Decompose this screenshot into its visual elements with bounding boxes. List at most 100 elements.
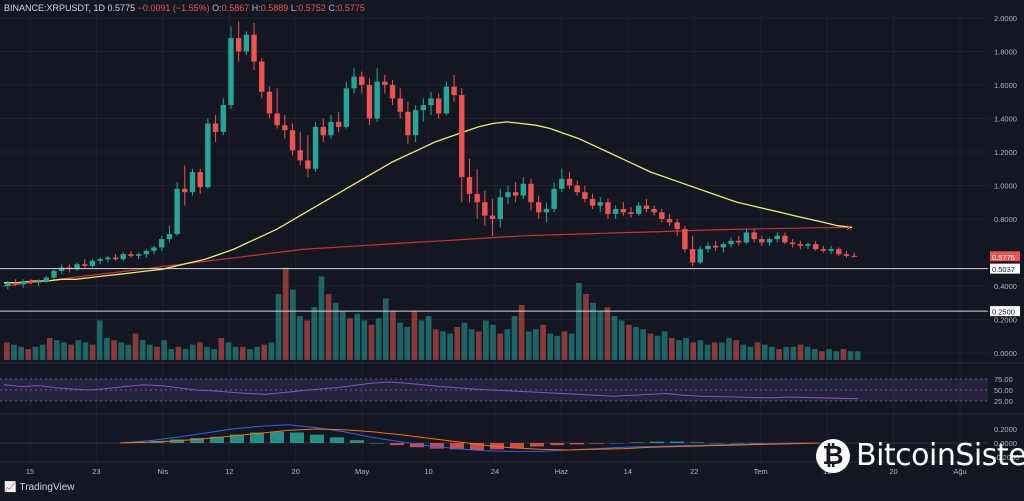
volume-bar (683, 338, 689, 360)
candle (35, 279, 42, 286)
volume-bar (147, 344, 153, 360)
volume-bar (182, 349, 189, 360)
volume-bar (211, 349, 217, 360)
candle (797, 240, 803, 250)
candle-body (566, 178, 573, 186)
time-tick: 14 (624, 467, 632, 476)
volume-bar (297, 316, 303, 360)
macd-hist-bar (290, 432, 304, 443)
high-label: H: (251, 3, 261, 13)
candle-body (836, 249, 842, 255)
price-tick: 1.2000 (994, 148, 1017, 157)
candle (805, 242, 811, 250)
candle (82, 259, 88, 268)
candle-body (851, 255, 857, 257)
volume-bar (18, 346, 24, 360)
volume-bar (490, 324, 496, 360)
candle (105, 255, 111, 263)
volume-bar (533, 329, 539, 360)
volume-bar (268, 342, 275, 360)
volume-bar (68, 344, 74, 360)
candle-body (82, 264, 88, 266)
tradingview-brand[interactable]: 📈 TradingView (4, 482, 74, 493)
volume-bar (32, 346, 39, 360)
candle-body (328, 121, 334, 136)
candle-body (705, 245, 711, 250)
volume-bar (118, 342, 125, 360)
volume-bar (747, 346, 754, 360)
candle-body (759, 239, 765, 243)
volume-bar (25, 349, 32, 360)
volume-bar (804, 346, 811, 360)
candle (482, 190, 488, 226)
volume-bar (661, 331, 668, 360)
volume-bar (418, 320, 425, 360)
candle-body (305, 160, 311, 169)
open-label: O: (212, 3, 222, 13)
candle-body (397, 98, 403, 112)
macd-hist-bar (190, 438, 204, 443)
candle-body (428, 98, 434, 106)
candle (589, 193, 596, 209)
volume-bar (433, 329, 439, 360)
candle (220, 98, 226, 136)
candle-body (682, 229, 688, 250)
candle (97, 257, 103, 265)
macd-hist-bar (550, 443, 564, 446)
volume-bar (604, 307, 611, 360)
candle (528, 178, 534, 211)
open-value: 0.5867 (221, 3, 250, 13)
macd-hist-bar (590, 443, 604, 444)
macd-hist-bar (450, 443, 464, 450)
candle-body (212, 123, 219, 132)
volume-bar (640, 329, 646, 360)
candle-body (628, 212, 634, 214)
sma-fast-line (4, 121, 853, 284)
candle (612, 205, 619, 219)
time-tick: 15 (26, 467, 34, 476)
candle-body (151, 247, 157, 251)
price-tag-label: 0.5775 (992, 253, 1015, 262)
volume-bar (518, 305, 525, 360)
candle-body (143, 250, 150, 255)
candle (128, 250, 134, 258)
candle-body (297, 150, 303, 161)
macd-line (119, 424, 820, 452)
candle-body (35, 280, 42, 283)
candle (705, 242, 711, 253)
candle-body (828, 249, 834, 251)
symbol-label[interactable]: BINANCE:XRPUSDT, 1D (4, 3, 106, 13)
candle (851, 252, 857, 258)
candle (451, 74, 457, 102)
volume-bar (811, 349, 818, 360)
macd-hist-bar (610, 443, 624, 444)
candle-body (412, 110, 419, 136)
macd-hist-bar (250, 432, 264, 443)
candle-body (820, 249, 827, 251)
macd-hist-bar (390, 443, 404, 446)
volume-bar (404, 327, 411, 360)
candle-body (712, 245, 719, 248)
candle (443, 81, 450, 116)
candle-body (220, 105, 226, 132)
candle (335, 111, 342, 132)
volume-bar (690, 342, 697, 360)
volume-bar (54, 340, 60, 360)
candle-body (497, 197, 503, 219)
candle-body (335, 121, 342, 127)
price-tick: 2.0000 (994, 14, 1017, 23)
candle (582, 185, 588, 203)
time-tick: 10 (424, 467, 432, 476)
volume-bar (290, 289, 296, 360)
rsi-line (3, 381, 859, 400)
candle (189, 168, 196, 196)
rsi-pane (3, 381, 859, 400)
candle (782, 232, 788, 245)
price-tag (990, 251, 1020, 262)
macd-hist-bar (690, 442, 704, 443)
volume-bar (618, 320, 625, 360)
volume-bar (4, 342, 10, 360)
volume-bar (540, 324, 546, 360)
